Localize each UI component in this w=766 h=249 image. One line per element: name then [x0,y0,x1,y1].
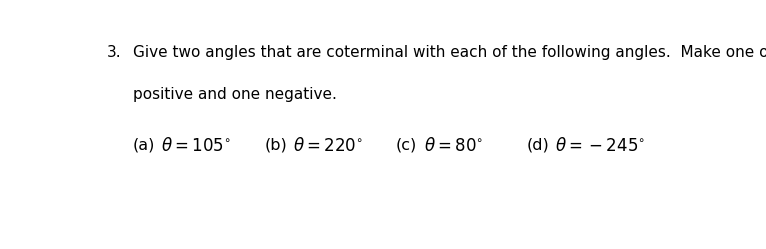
Text: 3.: 3. [106,45,121,60]
Text: (a): (a) [133,137,155,152]
Text: (b): (b) [265,137,288,152]
Text: $\theta = -245^{\circ}$: $\theta = -245^{\circ}$ [555,137,645,155]
Text: $\theta = 105^{\circ}$: $\theta = 105^{\circ}$ [161,137,231,155]
Text: (c): (c) [395,137,417,152]
Text: Give two angles that are coterminal with each of the following angles.  Make one: Give two angles that are coterminal with… [133,45,766,60]
Text: $\theta = 220^{\circ}$: $\theta = 220^{\circ}$ [293,137,363,155]
Text: positive and one negative.: positive and one negative. [133,87,336,102]
Text: $\theta = 80^{\circ}$: $\theta = 80^{\circ}$ [424,137,483,155]
Text: (d): (d) [526,137,549,152]
